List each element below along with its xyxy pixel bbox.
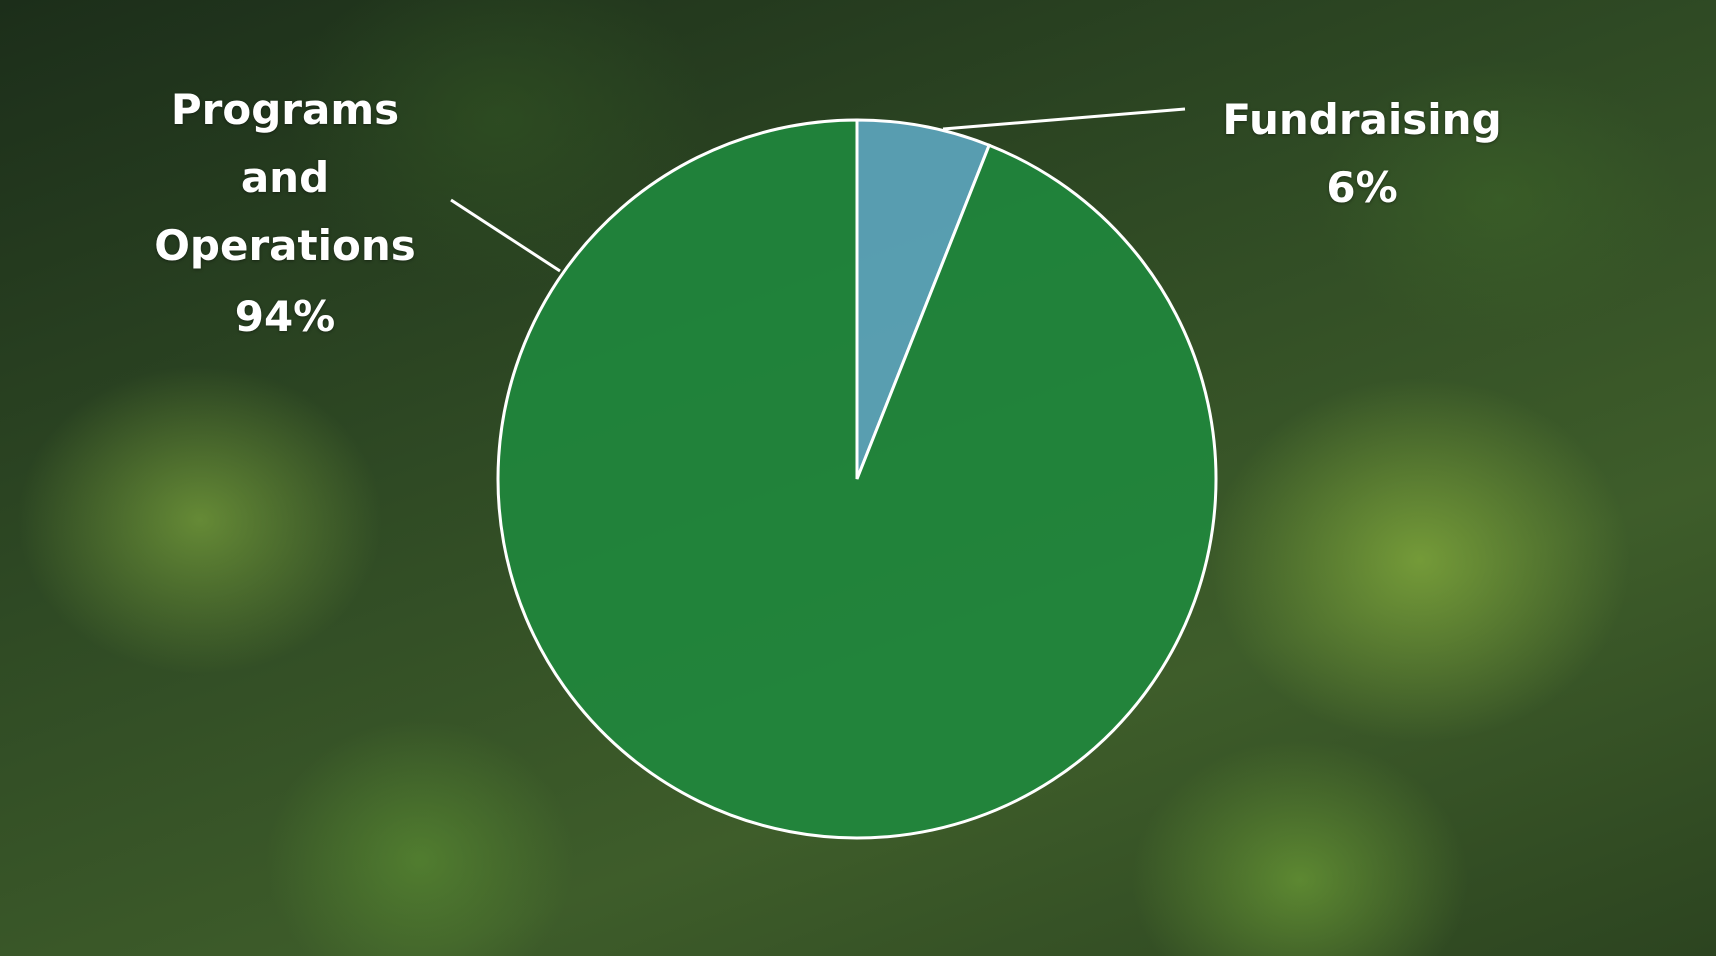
slice-value-label: 6% — [1326, 163, 1398, 212]
pie-slice — [855, 118, 992, 480]
slice-value-label: 94% — [234, 292, 336, 341]
leader-line — [450, 198, 561, 273]
pie-slice — [496, 118, 1218, 840]
leader-line — [942, 107, 1186, 131]
slice-label: Fundraising — [1222, 95, 1502, 144]
slice-label: Programs and Operations — [154, 85, 416, 270]
